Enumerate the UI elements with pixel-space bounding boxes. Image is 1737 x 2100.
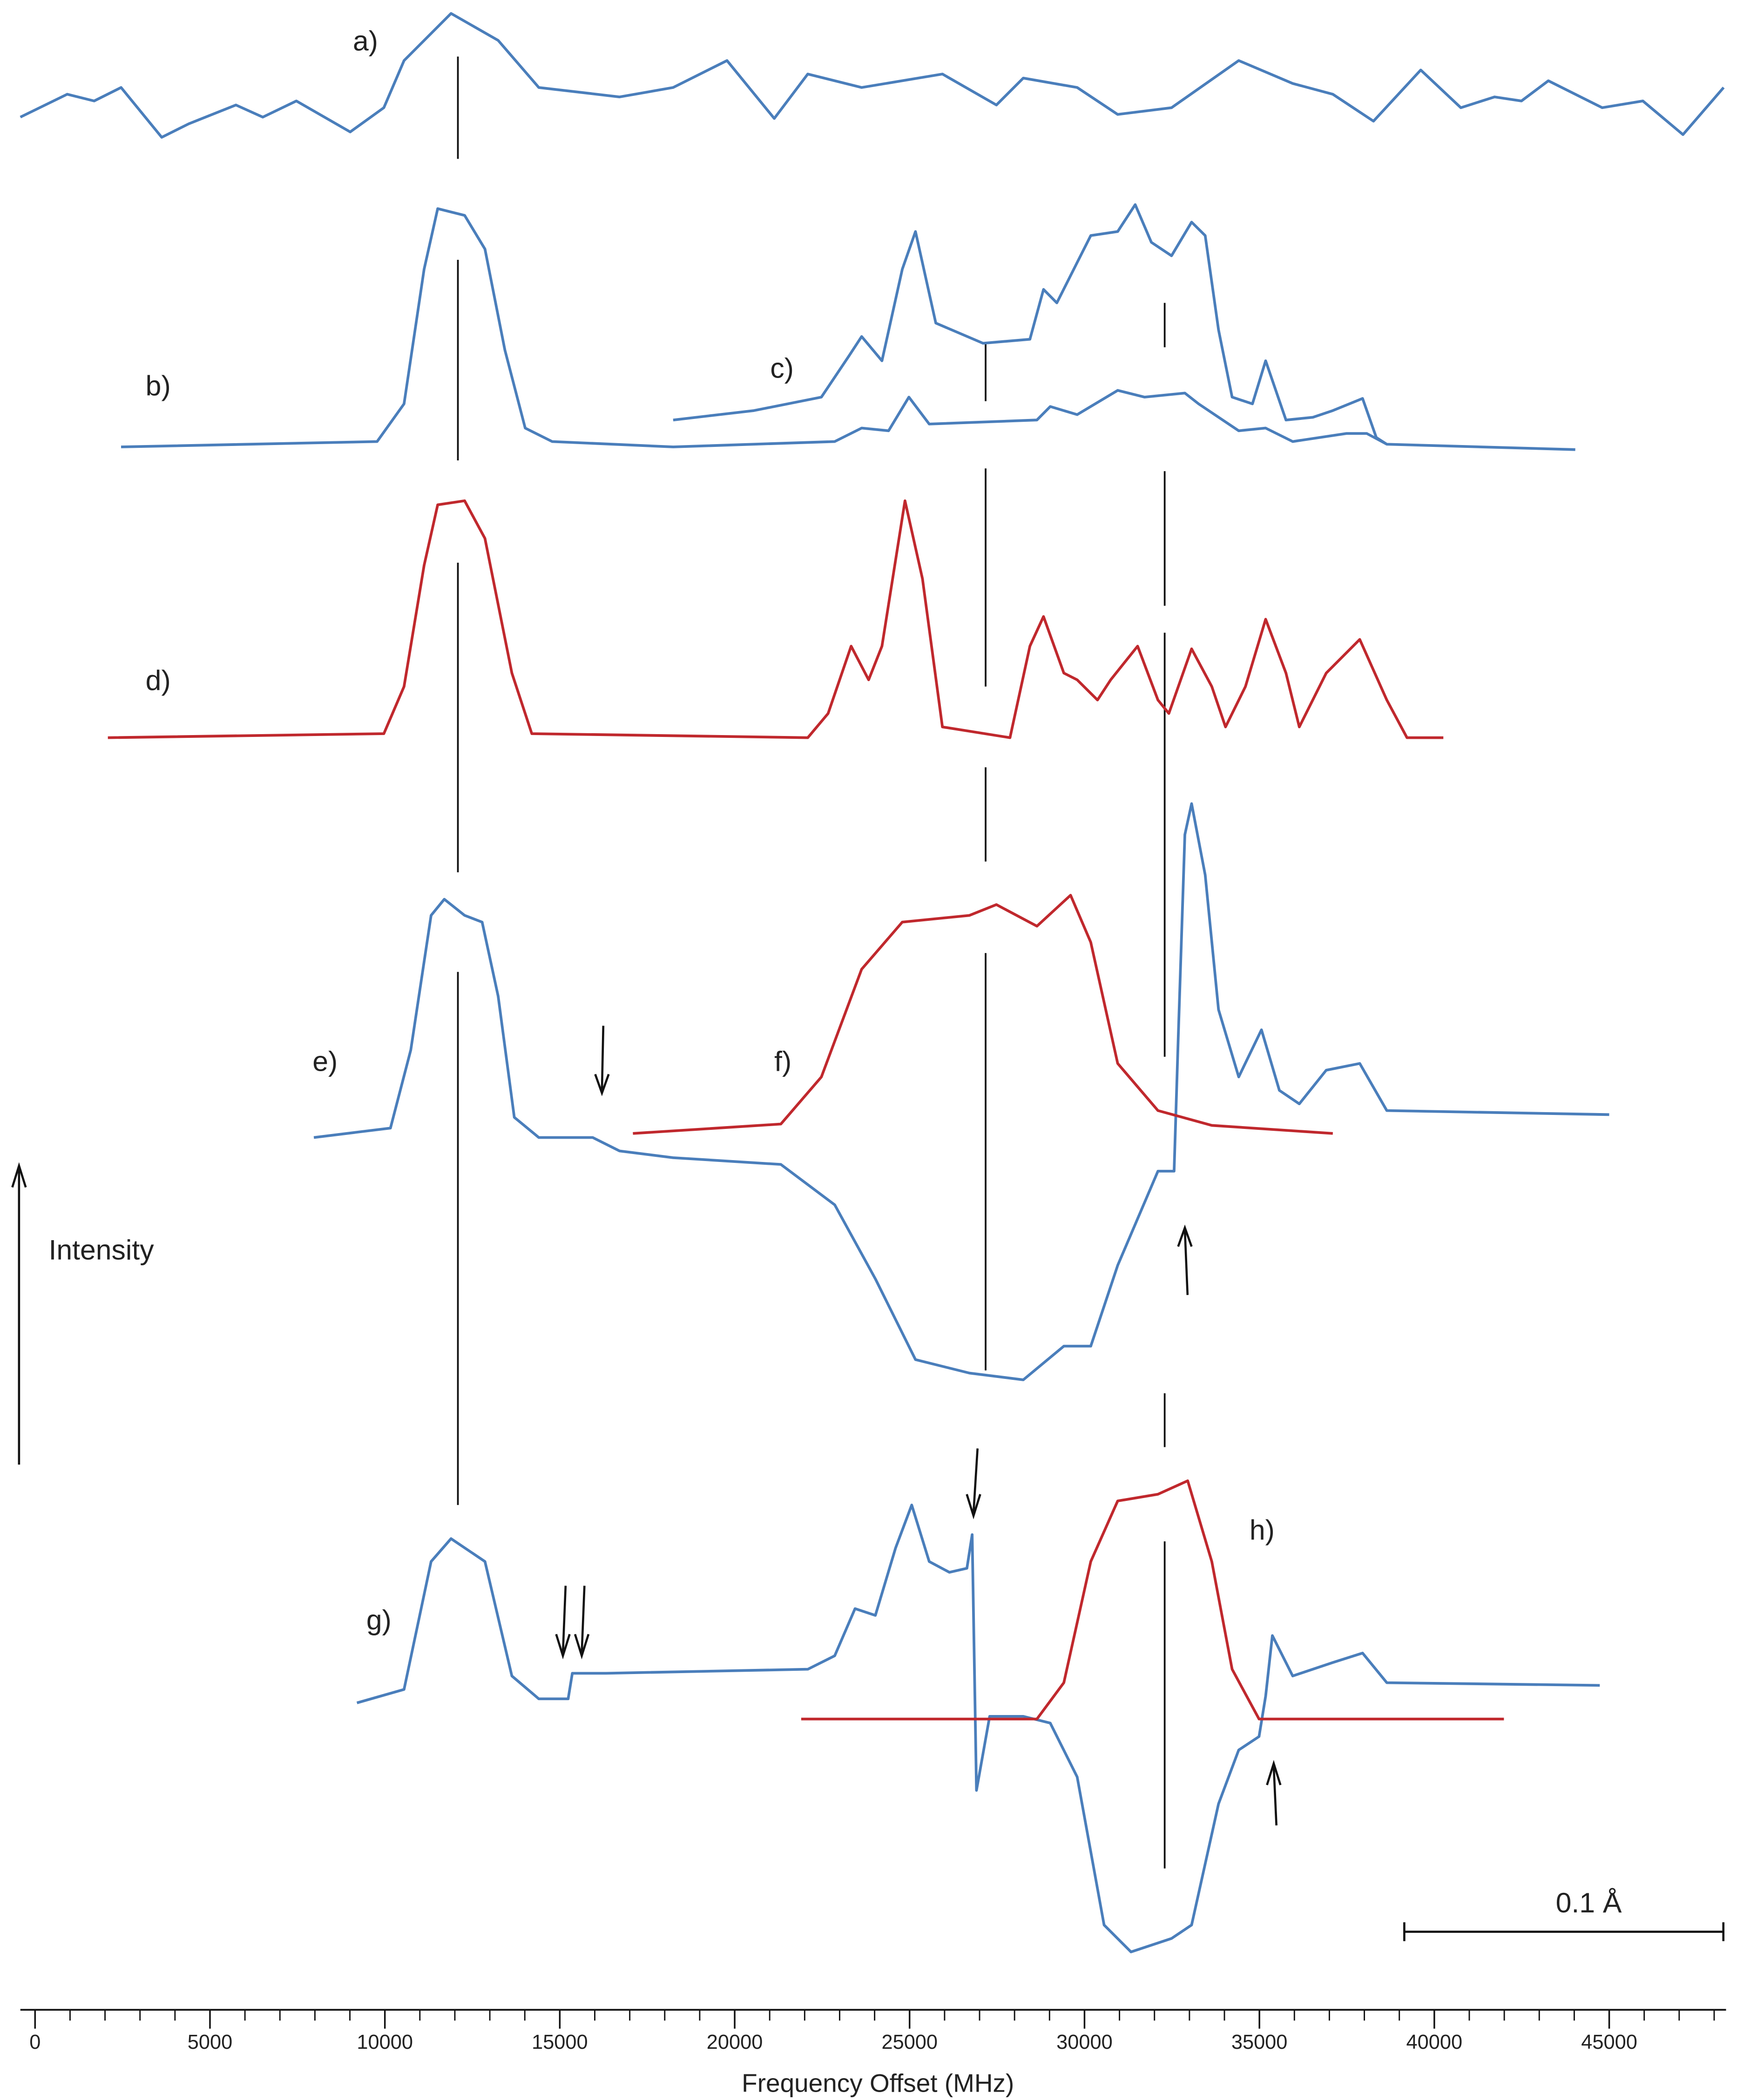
trace	[313, 802, 1609, 1381]
scale-bar: 0.1 Å	[1403, 1887, 1725, 1941]
reference-lines	[457, 56, 1166, 1869]
trace	[633, 894, 1333, 1135]
arrow	[594, 1026, 610, 1096]
arrow	[1266, 1760, 1282, 1826]
trace	[673, 203, 1388, 446]
trace	[108, 499, 1444, 739]
x-tick-label: 40000	[1406, 2031, 1463, 2053]
intensity-arrow	[11, 1162, 27, 1465]
trace	[801, 1479, 1504, 1721]
arrow	[966, 1448, 981, 1519]
trace-label: a)	[353, 25, 378, 57]
x-tick-label: 35000	[1231, 2031, 1288, 2053]
x-axis-title: Frequency Offset (MHz)	[742, 2069, 1014, 2098]
arrow	[555, 1586, 571, 1660]
arrows	[11, 1026, 1282, 1826]
trace	[356, 1503, 1600, 1953]
scale-bar-line	[1403, 1922, 1725, 1941]
trace-label: e)	[312, 1045, 338, 1077]
x-tick-label: 5000	[188, 2031, 232, 2053]
trace	[20, 12, 1725, 139]
x-tick-label: 15000	[532, 2031, 588, 2053]
y-axis-title: Intensity	[48, 1234, 154, 1265]
x-tick-label: 20000	[707, 2031, 763, 2053]
x-tick-label: 0	[29, 2031, 41, 2053]
trace	[121, 207, 1575, 451]
x-tick-label: 10000	[357, 2031, 413, 2053]
arrow	[574, 1586, 590, 1660]
trace-label: g)	[366, 1604, 392, 1636]
trace-label: d)	[146, 664, 171, 696]
x-tick-label: 25000	[881, 2031, 938, 2053]
arrow	[1177, 1224, 1193, 1295]
x-tick-label: 30000	[1056, 2031, 1113, 2053]
x-tick-label: 45000	[1581, 2031, 1637, 2053]
trace-label: c)	[770, 352, 794, 384]
trace-label: f)	[774, 1045, 791, 1077]
scale-bar-label: 0.1 Å	[1556, 1887, 1622, 1918]
trace-label: h)	[1250, 1514, 1275, 1546]
trace-label: b)	[146, 370, 171, 401]
